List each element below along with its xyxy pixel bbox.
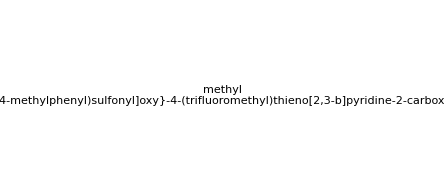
Text: methyl 6-{[(4-methylphenyl)sulfonyl]oxy}-4-(trifluoromethyl)thieno[2,3-b]pyridin: methyl 6-{[(4-methylphenyl)sulfonyl]oxy}… [0,85,444,106]
